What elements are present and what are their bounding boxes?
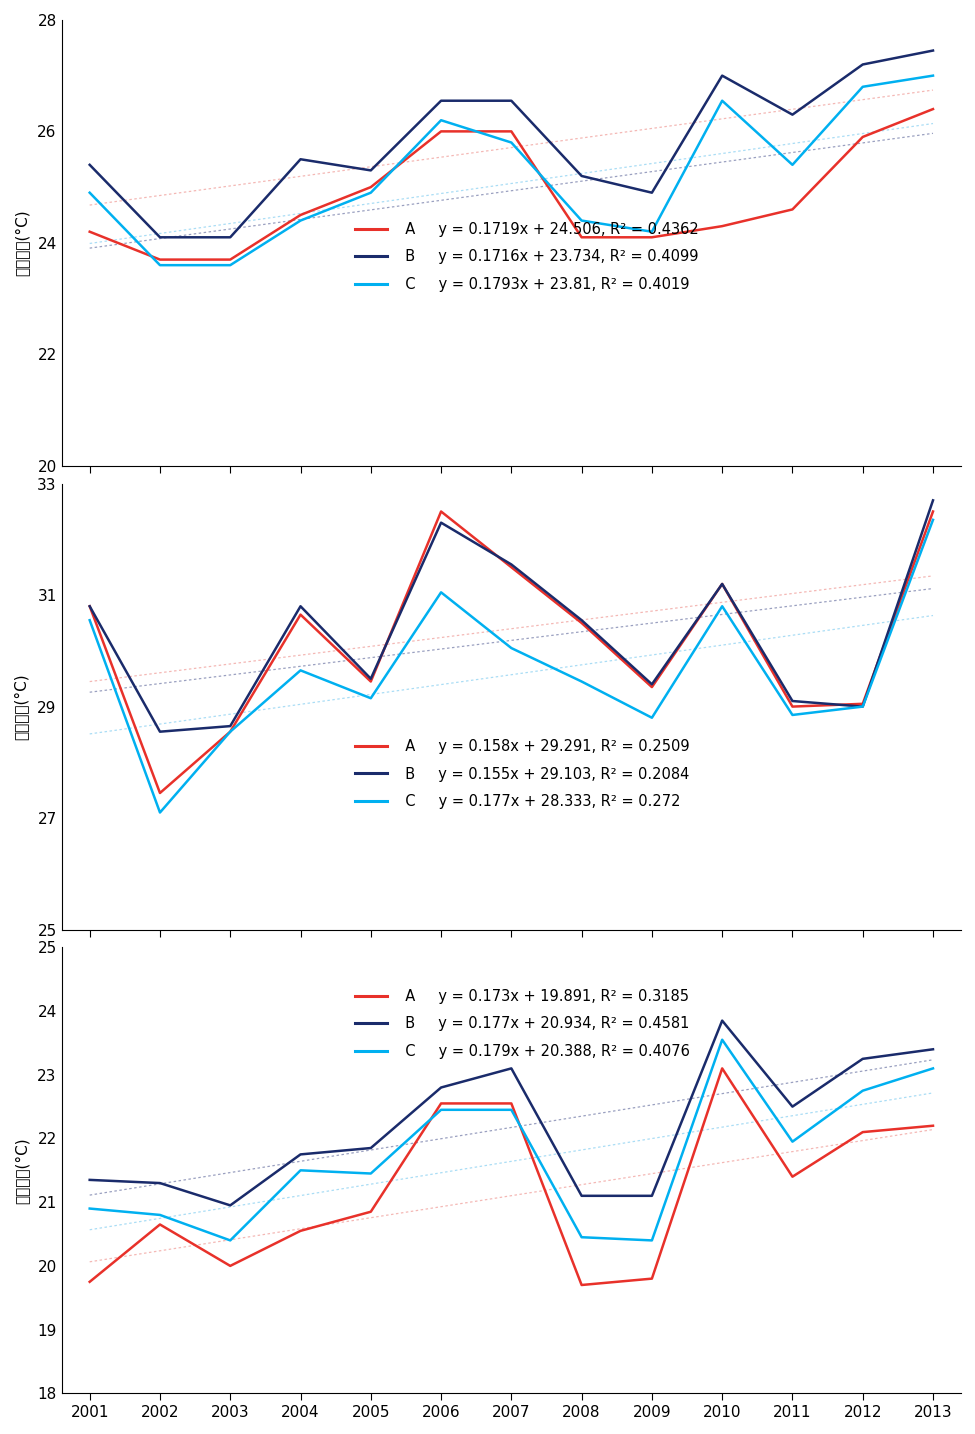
Legend:   A     y = 0.173x + 19.891, R² = 0.3185,   B     y = 0.177x + 20.934, R² = 0.45: A y = 0.173x + 19.891, R² = 0.3185, B y … [349, 984, 696, 1064]
Legend:   A     y = 0.158x + 29.291, R² = 0.2509,   B     y = 0.155x + 29.103, R² = 0.20: A y = 0.158x + 29.291, R² = 0.2509, B y … [349, 733, 695, 815]
Y-axis label: 최고기온(°C): 최고기온(°C) [14, 674, 29, 740]
Legend:   A     y = 0.1719x + 24.506, R² = 0.4362,   B     y = 0.1716x + 23.734, R² = 0.: A y = 0.1719x + 24.506, R² = 0.4362, B y… [349, 217, 705, 298]
Y-axis label: 평균기온(°C): 평균기온(°C) [14, 209, 29, 277]
Y-axis label: 최저기온(°C): 최저기온(°C) [14, 1137, 29, 1203]
